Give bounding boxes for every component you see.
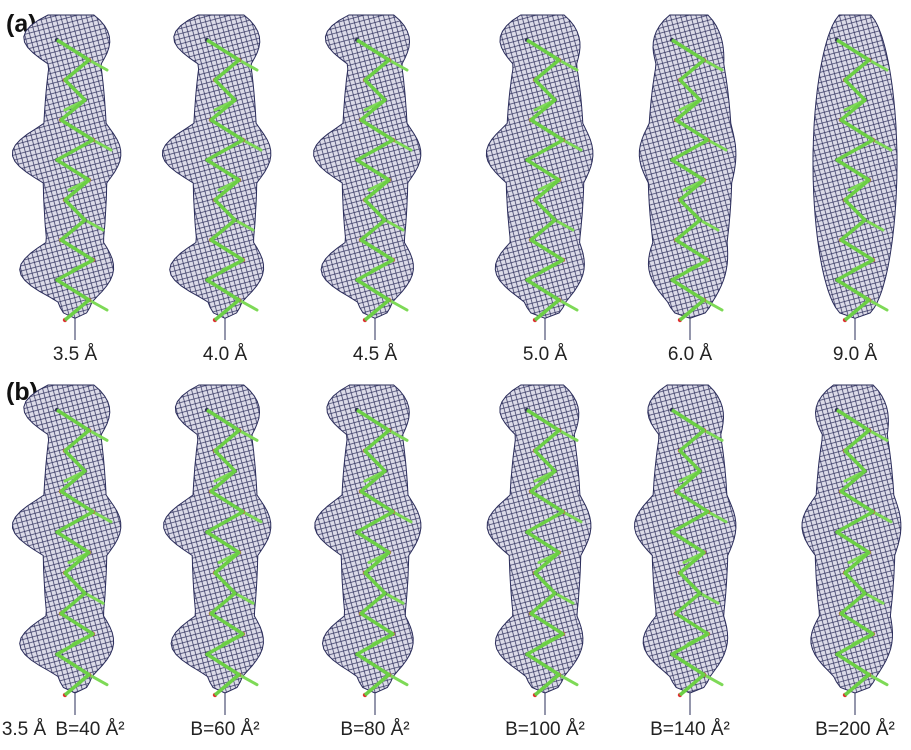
caption: 6.0 Å — [668, 344, 713, 365]
caption: B=60 Å² — [190, 719, 259, 740]
density-mesh — [164, 385, 271, 715]
caption: 9.0 Å — [833, 344, 878, 365]
density-mesh — [13, 385, 121, 715]
caption: 3.5 Å — [2, 719, 47, 740]
density-mesh — [13, 15, 121, 340]
side-chain — [239, 300, 257, 310]
caption: 5.0 Å — [523, 344, 568, 365]
caption: 3.5 Å — [53, 344, 98, 365]
caption: B=200 Å² — [815, 719, 895, 740]
density-mesh — [487, 385, 591, 715]
density-mesh — [486, 15, 593, 340]
density-mesh — [315, 385, 421, 715]
density-mesh — [314, 15, 421, 340]
caption: B=40 Å² — [55, 719, 124, 740]
density-mesh — [163, 15, 271, 340]
side-chain — [89, 675, 107, 685]
side-chain — [89, 300, 107, 310]
figure: (a) (b) 3.5 Å4.0 Å4.5 Å5.0 Å6.0 Å9.0 Å3.… — [0, 0, 911, 750]
caption: 4.0 Å — [203, 344, 248, 365]
density-mesh — [635, 385, 736, 715]
caption: 4.5 Å — [353, 344, 398, 365]
caption: B=80 Å² — [340, 719, 409, 740]
caption: B=140 Å² — [650, 719, 730, 740]
caption: B=100 Å² — [505, 719, 585, 740]
